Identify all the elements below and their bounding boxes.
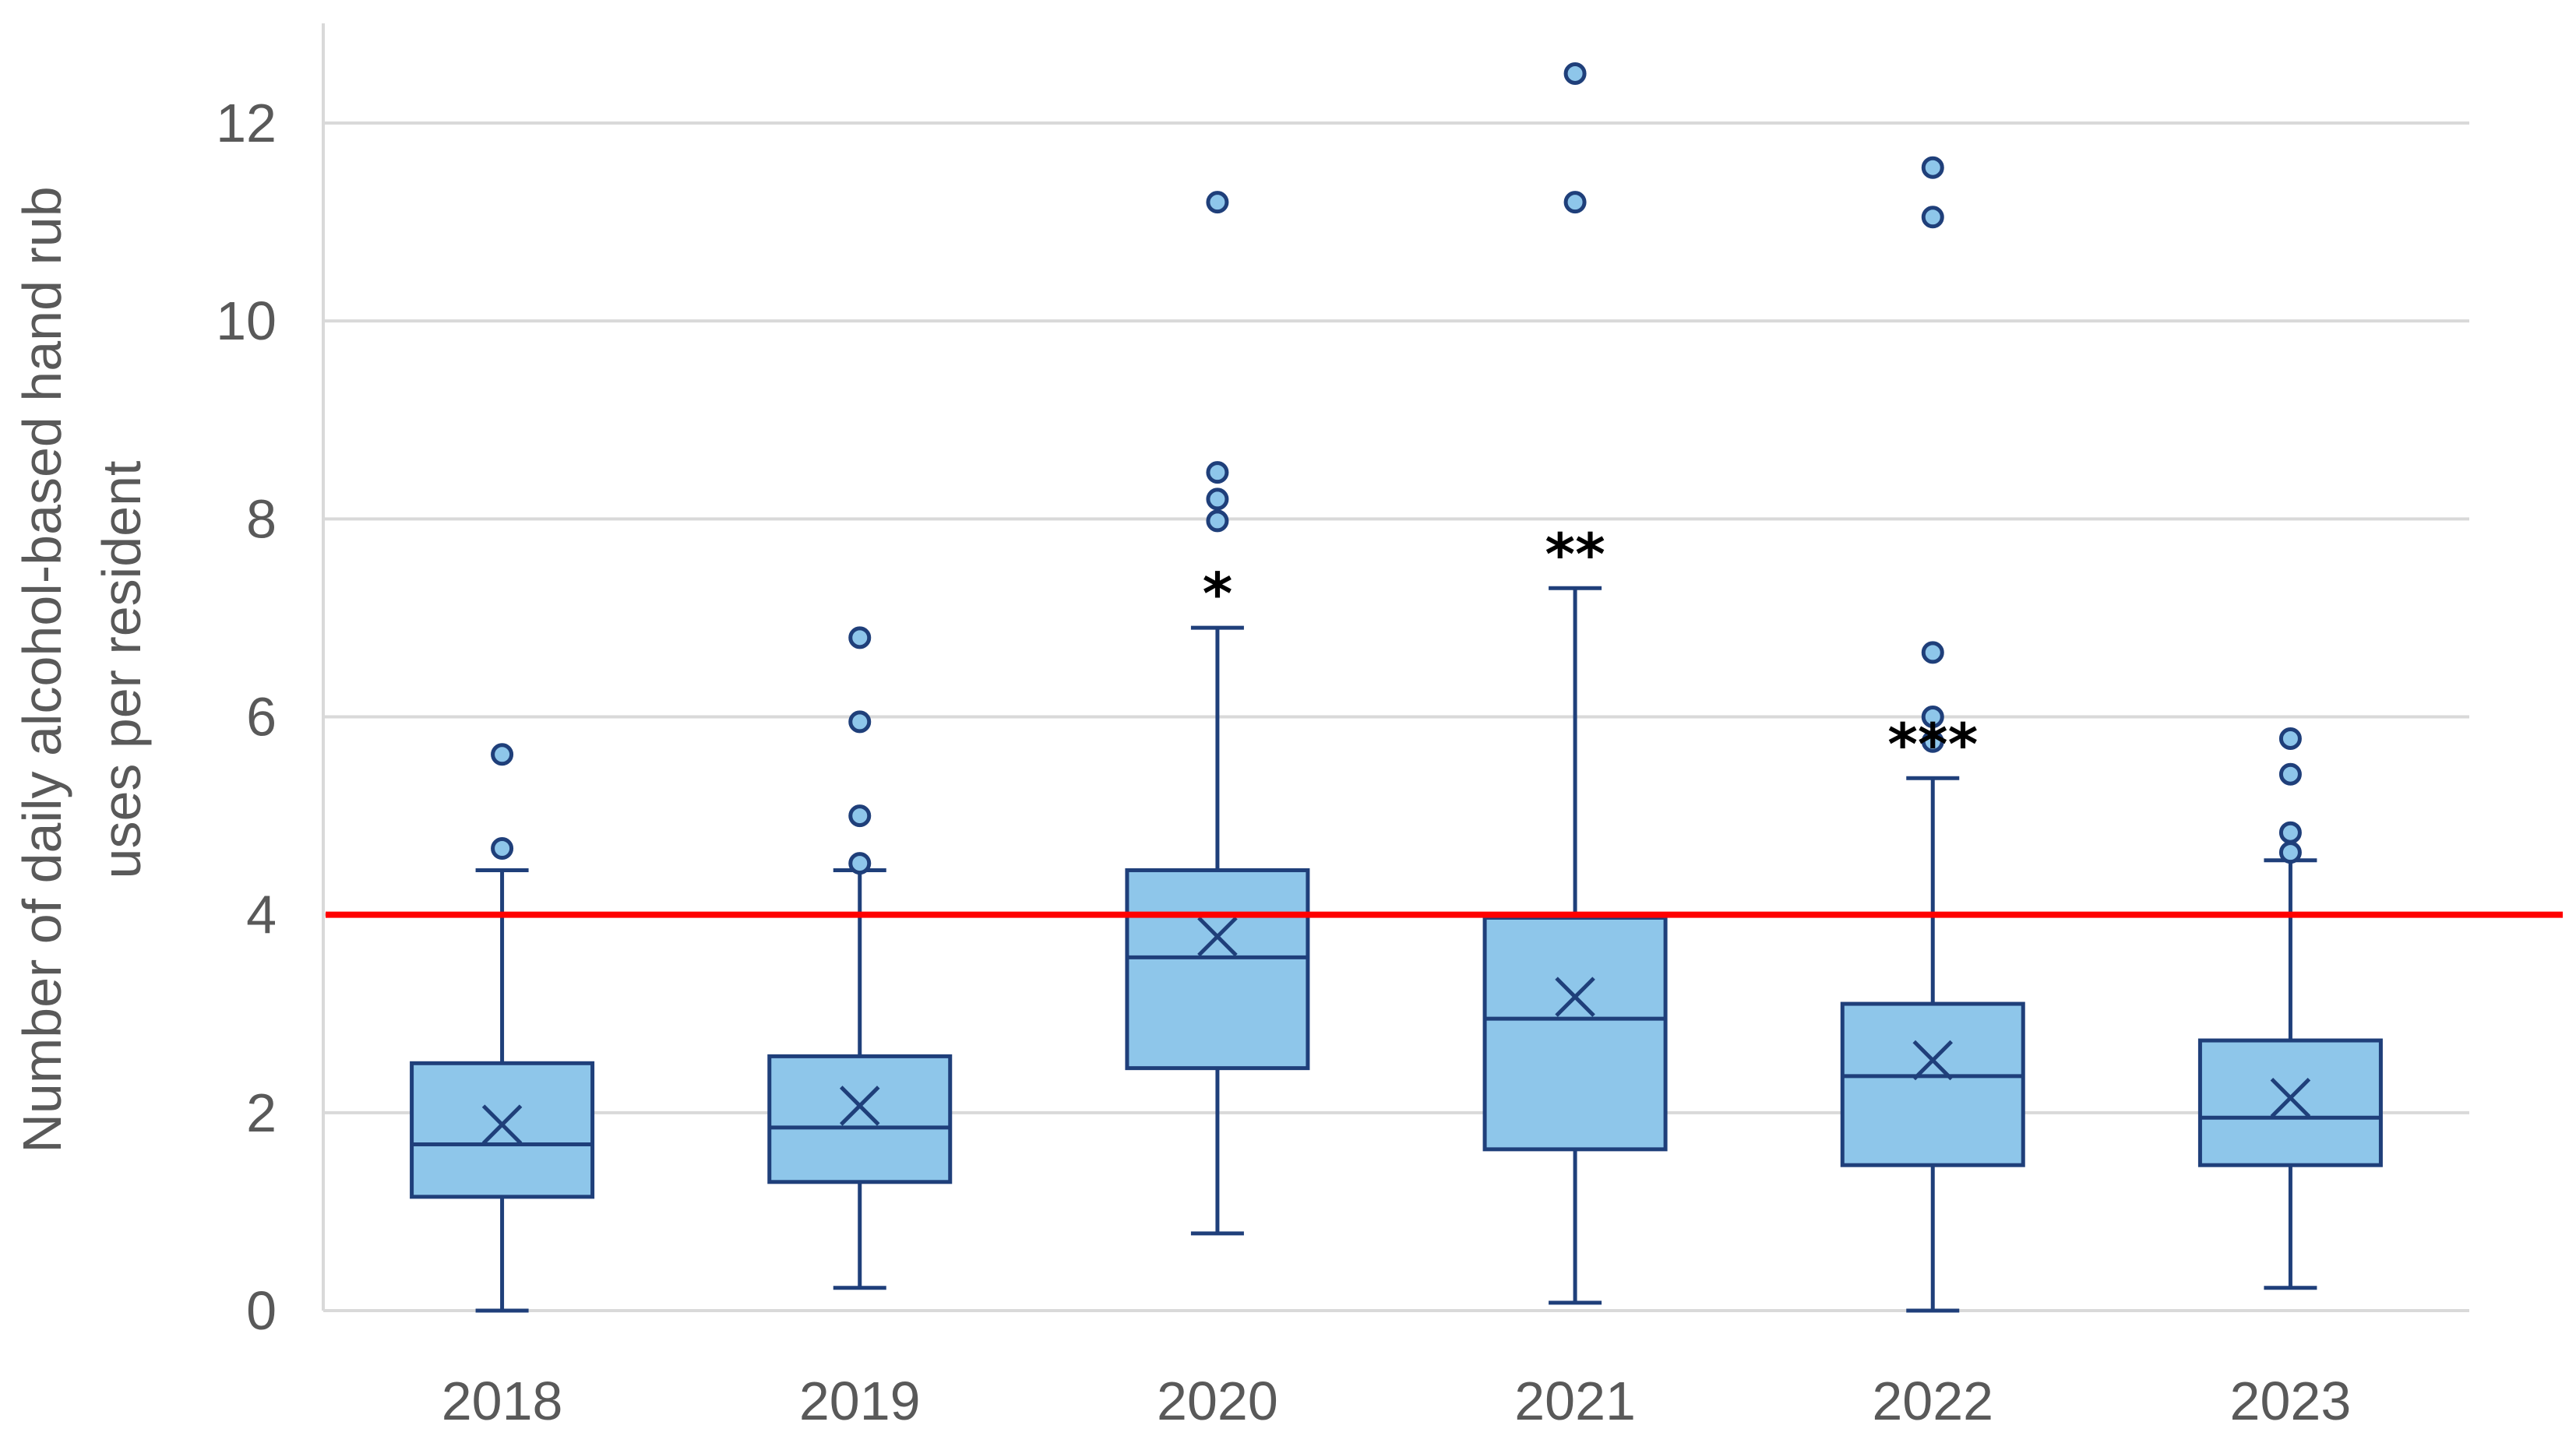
iqr-box-2022 — [1840, 1001, 2025, 1167]
outlier-2022-0 — [1921, 156, 1944, 179]
mean-marker-2023 — [2270, 1078, 2311, 1118]
y-tick-label-12: 12 — [216, 93, 277, 153]
x-tick-label-2023: 2023 — [2230, 1371, 2352, 1431]
box-2020: * — [1125, 191, 1310, 1236]
mean-marker-stroke-b — [1197, 916, 1238, 957]
outlier-2022-1 — [1921, 206, 1944, 229]
box-2019 — [767, 626, 953, 1290]
outlier-2019-2 — [848, 804, 872, 828]
mean-marker-2018 — [481, 1104, 523, 1145]
outlier-2019-3 — [848, 852, 872, 875]
outlier-2020-2 — [1206, 487, 1229, 511]
outlier-2018-0 — [491, 743, 514, 766]
outlier-2018-1 — [491, 837, 514, 861]
y-axis-label-line-1: Number of daily alcohol-based hand rub — [12, 186, 72, 1153]
x-tick-label-2019: 2019 — [799, 1371, 921, 1431]
box-2023 — [2197, 727, 2383, 1290]
iqr-box-2021 — [1482, 915, 1668, 1152]
mean-marker-stroke-b — [2270, 1078, 2311, 1118]
outlier-2020-3 — [1206, 509, 1229, 533]
outlier-2022-4 — [1921, 730, 1944, 753]
outlier-2023-0 — [2278, 727, 2302, 750]
outlier-2019-1 — [848, 710, 872, 734]
box-2018 — [410, 743, 595, 1313]
x-tick-label-2020: 2020 — [1157, 1371, 1278, 1431]
mean-marker-stroke-b — [839, 1086, 880, 1126]
y-tick-labels: 0 2 4 6 8 10 12 — [216, 93, 277, 1341]
y-tick-label-10: 10 — [216, 290, 277, 351]
mean-marker-2022 — [1912, 1040, 1954, 1081]
outlier-2022-3 — [1921, 706, 1944, 728]
iqr-box-2020 — [1125, 868, 1310, 1071]
gridlines — [322, 23, 2469, 1312]
y-tick-label-0: 0 — [246, 1280, 277, 1341]
mean-marker-2019 — [839, 1086, 880, 1126]
y-tick-label-4: 4 — [246, 885, 277, 945]
x-tick-label-2018: 2018 — [442, 1371, 563, 1431]
box-2021: ** — [1482, 62, 1668, 1305]
outlier-2021-1 — [1563, 191, 1587, 214]
mean-marker-2021 — [1555, 977, 1595, 1017]
significance-2022: *** — [1887, 711, 1978, 778]
outlier-2023-1 — [2278, 762, 2302, 786]
outlier-2022-2 — [1921, 641, 1944, 664]
iqr-box-2023 — [2197, 1038, 2383, 1167]
box-series: ****** — [410, 62, 2383, 1313]
outlier-2023-2 — [2278, 821, 2302, 844]
iqr-box-2018 — [410, 1061, 595, 1199]
y-tick-label-6: 6 — [246, 687, 277, 748]
mean-marker-2020 — [1197, 916, 1238, 957]
box-2022: *** — [1840, 156, 2025, 1313]
x-tick-labels: 2018 2019 2020 2021 2022 2023 — [442, 1371, 2352, 1431]
x-tick-label-2022: 2022 — [1872, 1371, 1993, 1431]
significance-2021: ** — [1545, 521, 1605, 588]
y-tick-label-2: 2 — [246, 1082, 277, 1143]
x-tick-label-2021: 2021 — [1514, 1371, 1636, 1431]
outlier-2021-0 — [1563, 62, 1587, 85]
y-tick-label-8: 8 — [246, 488, 277, 549]
iqr-box-2019 — [767, 1054, 953, 1184]
outlier-2019-0 — [848, 626, 872, 649]
outlier-2020-1 — [1206, 461, 1229, 484]
mean-marker-stroke-b — [481, 1104, 523, 1145]
mean-marker-stroke-b — [1912, 1040, 1954, 1081]
mean-marker-stroke-b — [1555, 977, 1595, 1017]
significance-2020: * — [1203, 561, 1233, 628]
y-axis-label-line-2: uses per resident — [91, 461, 152, 879]
outlier-2020-0 — [1206, 191, 1229, 214]
outlier-2023-3 — [2278, 841, 2302, 864]
